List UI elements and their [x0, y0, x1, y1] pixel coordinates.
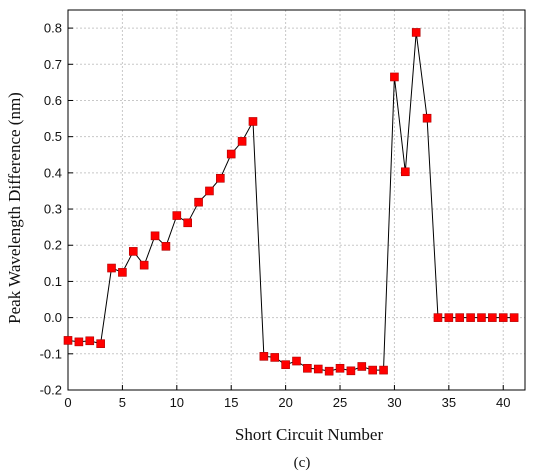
data-point — [128, 247, 138, 256]
x-tick-label: 0 — [64, 395, 71, 410]
y-tick-label: -0.2 — [40, 383, 62, 398]
data-point — [216, 173, 225, 183]
x-tick-label: 25 — [333, 395, 347, 410]
y-axis-title: Peak Wavelength Difference (nm) — [5, 92, 24, 324]
data-point — [85, 336, 95, 346]
y-tick-labels: -0.2 -0.1 0.0 0.1 0.2 0.3 0.4 0.5 0.6 0.7 0.8 — [40, 21, 62, 398]
data-point — [259, 352, 269, 361]
data-point — [324, 366, 334, 376]
data-point — [422, 113, 432, 123]
data-point — [303, 363, 312, 373]
data-point — [270, 353, 280, 362]
data-point — [509, 313, 519, 322]
axis-ticks — [67, 27, 504, 391]
data-point — [466, 313, 475, 322]
data-point — [118, 268, 127, 277]
data-point — [139, 260, 149, 270]
data-point — [205, 186, 214, 196]
data-point — [107, 263, 116, 273]
data-point — [335, 363, 345, 373]
x-tick-label: 30 — [387, 395, 401, 410]
data-point — [433, 313, 443, 322]
y-tick-label: 0.4 — [44, 165, 62, 180]
data-point — [226, 149, 236, 159]
data-point — [183, 218, 192, 228]
y-tick-label: 0.1 — [44, 274, 62, 289]
data-point — [281, 360, 290, 369]
data-point — [292, 356, 301, 366]
plot-frame — [67, 9, 526, 391]
data-point — [172, 211, 182, 220]
data-point — [477, 313, 486, 322]
data-point — [313, 364, 323, 374]
data-point — [237, 137, 247, 146]
y-tick-label: 0.6 — [44, 93, 62, 108]
data-point — [357, 362, 367, 371]
data-point — [194, 197, 203, 207]
figure-caption: (c) — [294, 455, 311, 471]
x-tick-label: 10 — [170, 395, 184, 410]
x-tick-label: 20 — [278, 395, 292, 410]
data-point — [444, 313, 454, 322]
data-point — [161, 242, 171, 251]
data-point — [368, 365, 377, 375]
data-point — [74, 337, 84, 347]
y-tick-label: 0.3 — [44, 202, 62, 217]
data-point — [411, 28, 421, 37]
y-tick-label: 0.8 — [44, 21, 62, 36]
x-tick-label: 35 — [442, 395, 456, 410]
x-tick-label: 15 — [224, 395, 238, 410]
grid-lines — [67, 10, 525, 391]
y-tick-label: -0.1 — [40, 346, 62, 361]
x-tick-labels: 0 5 10 15 20 25 30 35 40 — [64, 395, 510, 410]
y-tick-label: 0.2 — [44, 238, 62, 253]
y-tick-label: 0.0 — [44, 310, 62, 325]
data-point — [346, 366, 356, 376]
data-point — [63, 336, 73, 345]
y-tick-label: 0.5 — [44, 129, 62, 144]
data-point — [96, 339, 105, 348]
data-point — [390, 72, 399, 82]
y-tick-label: 0.7 — [44, 57, 62, 72]
x-tick-label: 40 — [496, 395, 510, 410]
data-point — [455, 313, 465, 322]
data-markers — [63, 28, 519, 376]
x-tick-label: 5 — [119, 395, 126, 410]
data-point — [248, 117, 258, 126]
data-point — [401, 167, 410, 177]
data-point — [498, 313, 508, 322]
data-point — [379, 365, 388, 375]
x-axis-title: Short Circuit Number — [235, 425, 384, 444]
data-point — [488, 313, 497, 322]
data-point — [150, 231, 160, 241]
